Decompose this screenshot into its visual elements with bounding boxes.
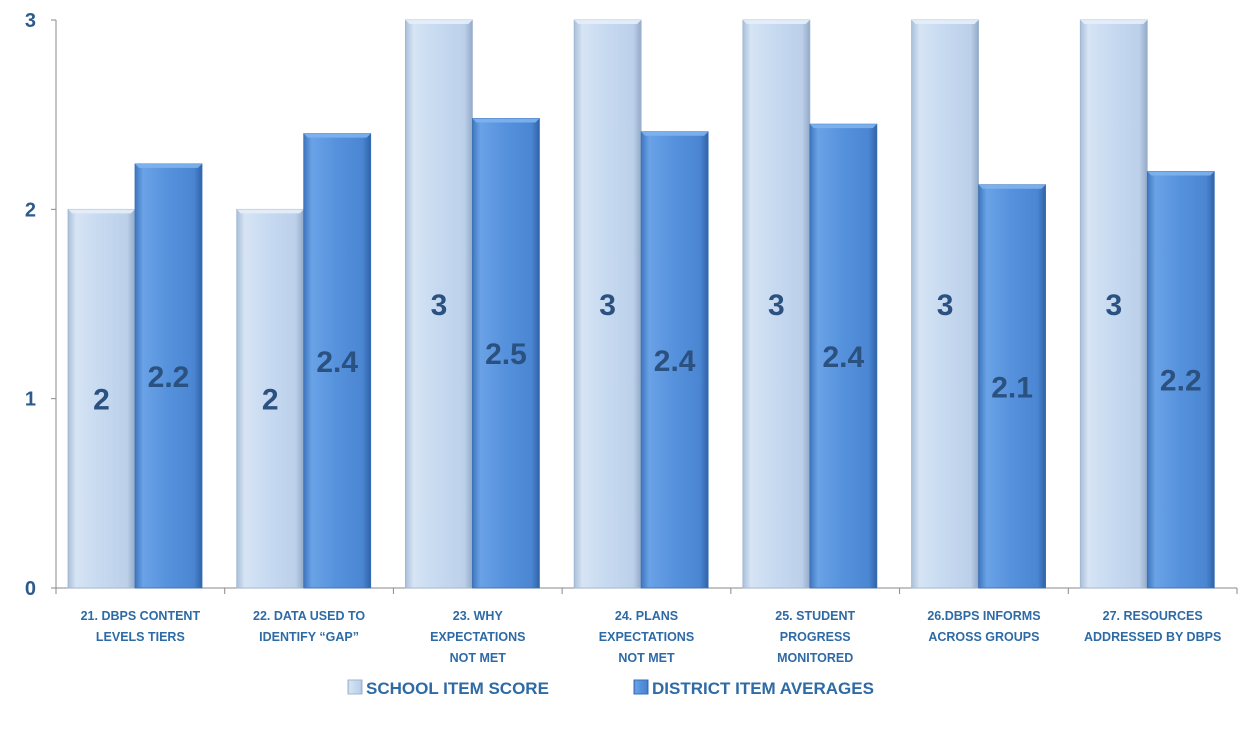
school-score-label: 3 [1105, 289, 1122, 322]
legend-label-district: DISTRICT ITEM AVERAGES [652, 679, 874, 698]
district-average-bar-top [303, 133, 371, 138]
school-score-bar [236, 208, 305, 589]
district-average-bar [1146, 171, 1215, 589]
x-category-label: 25. STUDENT PROGRESS MONITORED [775, 609, 855, 665]
school-score-bar [911, 19, 979, 589]
district-average-bar-top [809, 124, 877, 129]
district-average-label: 2.2 [148, 361, 190, 394]
x-category-label-line: 21. DBPS CONTENT [81, 609, 201, 623]
district-average-label: 2.4 [654, 345, 696, 378]
x-category-label-line: 26.DBPS INFORMS [927, 609, 1040, 623]
district-average-bar-top [978, 184, 1046, 189]
school-score-bar-top [236, 209, 304, 214]
x-category-label: 27. RESOURCES ADDRESSED BY DBPS [1084, 609, 1221, 644]
district-average-label: 2.5 [485, 338, 527, 371]
school-score-label: 2 [262, 384, 279, 417]
school-score-bar [742, 19, 811, 589]
district-average-bar-top [135, 163, 202, 168]
district-average-label: 2.4 [822, 341, 864, 374]
x-category-label-line: EXPECTATIONS [599, 630, 694, 644]
x-category-label-line: 22. DATA USED TO [253, 609, 365, 623]
x-category-label-line: ADDRESSED BY DBPS [1084, 630, 1221, 644]
x-category-label-line: NOT MET [450, 651, 507, 665]
district-average-bar-top [472, 118, 540, 123]
school-score-bar [405, 19, 473, 589]
x-category-label: 23. WHY EXPECTATIONS NOT MET [430, 609, 525, 665]
district-average-bar [303, 133, 372, 589]
x-category-label-line: LEVELS TIERS [96, 630, 185, 644]
legend-label-school: SCHOOL ITEM SCORE [366, 679, 549, 698]
school-score-bar [1079, 19, 1148, 589]
school-score-bar-top [1080, 20, 1148, 24]
y-tick-label: 3 [25, 10, 36, 32]
district-average-bar [809, 123, 878, 589]
y-tick-label: 1 [25, 389, 36, 411]
school-score-bar-top [574, 20, 642, 24]
school-score-label: 3 [768, 289, 785, 322]
school-score-label: 3 [431, 289, 448, 322]
school-score-bar-top [68, 209, 135, 214]
district-average-label: 2.1 [991, 371, 1033, 404]
district-average-label: 2.2 [1160, 365, 1202, 398]
legend-swatch-district [633, 679, 649, 695]
district-average-label: 2.4 [316, 346, 358, 379]
x-category-label-line: 25. STUDENT [775, 609, 855, 623]
district-average-bar [134, 163, 203, 589]
x-category-label-line: NOT MET [618, 651, 675, 665]
x-category-label-line: IDENTIFY “GAP” [259, 630, 359, 644]
x-category-label-line: MONITORED [777, 651, 853, 665]
district-average-bar-top [641, 131, 709, 136]
district-average-bar [978, 184, 1046, 589]
x-category-label-line: 27. RESOURCES [1103, 609, 1203, 623]
school-score-bar-top [405, 20, 473, 24]
district-average-bar [472, 118, 540, 589]
x-category-label: 21. DBPS CONTENT LEVELS TIERS [81, 609, 201, 644]
y-tick-label: 2 [25, 199, 36, 221]
legend-swatch-school [347, 679, 363, 695]
x-category-label: 22. DATA USED TO IDENTIFY “GAP” [253, 609, 365, 644]
school-score-bar-top [742, 20, 810, 24]
x-category-label: 24. PLANS EXPECTATIONS NOT MET [599, 609, 694, 665]
school-score-label: 3 [599, 289, 616, 322]
x-category-label: 26.DBPS INFORMS ACROSS GROUPS [927, 609, 1040, 644]
school-score-bar [573, 19, 642, 589]
school-score-bar-top [911, 20, 979, 24]
school-score-label: 3 [937, 289, 954, 322]
x-category-label-line: ACROSS GROUPS [928, 630, 1039, 644]
x-category-label-line: 23. WHY [453, 609, 504, 623]
district-average-bar [640, 131, 709, 589]
district-average-bar-top [1147, 171, 1215, 176]
x-category-label-line: PROGRESS [780, 630, 851, 644]
x-category-label-line: 24. PLANS [615, 609, 678, 623]
school-score-label: 2 [93, 384, 110, 417]
y-tick-label: 0 [25, 578, 36, 600]
x-category-label-line: EXPECTATIONS [430, 630, 525, 644]
